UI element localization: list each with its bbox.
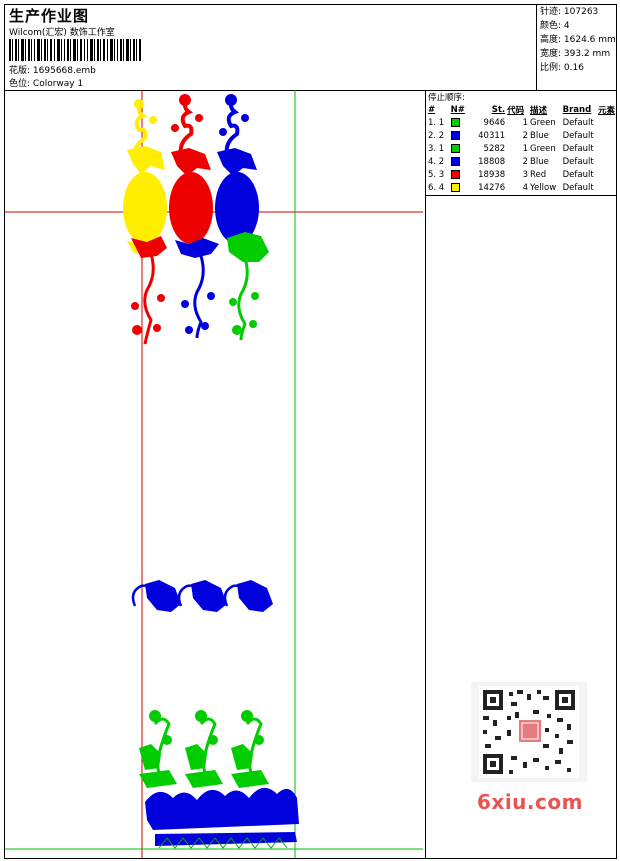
color-swatch [450, 143, 460, 153]
color-swatch [450, 117, 460, 127]
col-index: # [428, 104, 436, 115]
green-vine [227, 232, 269, 341]
stat-width: 宽度: 393.2 mm [540, 49, 611, 59]
colorway-value: Colorway 1 [32, 79, 84, 89]
col-stitches: St. [491, 104, 506, 115]
col-brand: Brand [562, 104, 592, 115]
watermark: 6xiu.com [477, 790, 583, 814]
sheet-header: 生产作业图 Wilcom(汇宏) 数饰工作室 花版: 16 [5, 5, 616, 91]
colorway-line: 色位: Colorway 1 [9, 76, 83, 89]
stat-scale: 比例: 0.16 [540, 63, 584, 73]
stat-colors: 颜色: 4 [540, 21, 570, 31]
panel-divider [425, 90, 426, 858]
table-row: 2. 2 40311 2 Blue Default [428, 130, 594, 141]
col-code: 代码 [507, 105, 525, 116]
col-needle: N# [450, 104, 465, 115]
color-swatch [450, 130, 460, 140]
red-vine [131, 236, 167, 345]
green-bottom-lace [158, 837, 288, 849]
table-row: 1. 1 9646 1 Green Default [428, 117, 594, 128]
table-row: 6. 4 14276 4 Yellow Default [428, 182, 594, 193]
green-bottom-vines [139, 710, 269, 788]
production-sheet: 生产作业图 Wilcom(汇宏) 数饰工作室 花版: 16 [4, 4, 617, 859]
stop-sequence-title: 停止顺序: [428, 93, 465, 103]
color-swatch [450, 182, 460, 192]
stat-height: 高度: 1624.6 mm [540, 35, 616, 45]
stat-stitches: 针迹: 107263 [540, 7, 599, 17]
design-canvas [5, 90, 423, 858]
blue-bottom-border [145, 787, 299, 846]
design-file-line: 花版: 1695668.emb [9, 63, 96, 76]
qr-center-logo [519, 720, 541, 742]
stats-panel: 针迹: 107263 颜色: 4 高度: 1624.6 mm 宽度: 393.2… [536, 5, 617, 90]
yellow-medallion [123, 99, 167, 255]
sheet-title: 生产作业图 [9, 7, 90, 25]
stop-sequence-table: # N# St. 代码 描述 Brand 元素 1. 1 9646 1 Gree… [427, 103, 616, 194]
colorway-label: 色位: [9, 79, 31, 89]
blue-vine [175, 238, 219, 339]
blue-medallion [215, 94, 259, 244]
col-element: 元素 [597, 105, 615, 116]
company-name: Wilcom(汇宏) 数饰工作室 [9, 28, 115, 38]
blue-middle-motifs [131, 580, 273, 612]
design-file-label: 花版: [9, 66, 31, 76]
barcode [9, 39, 141, 61]
table-row: 5. 3 18938 3 Red Default [428, 169, 594, 180]
table-header-row: # N# St. 代码 描述 Brand 元素 [427, 103, 616, 116]
color-swatch [450, 156, 460, 166]
stop-sequence-panel: 停止顺序: # N# St. 代码 描述 Brand 元素 1. 1 9646 … [426, 90, 616, 196]
red-medallion [169, 94, 213, 244]
table-row: 4. 2 18808 2 Blue Default [428, 156, 594, 167]
col-desc: 描述 [530, 105, 548, 116]
design-file-value: 1695668.emb [32, 66, 96, 76]
color-swatch [450, 169, 460, 179]
table-row: 3. 1 5282 1 Green Default [428, 143, 594, 154]
qr-code [471, 682, 587, 782]
